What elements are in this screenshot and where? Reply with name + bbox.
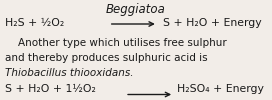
Text: Another type which utilises free sulphur: Another type which utilises free sulphur — [5, 38, 227, 48]
Text: and thereby produces sulphuric acid is: and thereby produces sulphuric acid is — [5, 53, 208, 63]
Text: Thiobacillus thiooxidans.: Thiobacillus thiooxidans. — [5, 68, 134, 78]
Text: Beggiatoa: Beggiatoa — [106, 3, 166, 16]
Text: S + H₂O + 1½O₂: S + H₂O + 1½O₂ — [5, 84, 96, 94]
Text: H₂S + ½O₂: H₂S + ½O₂ — [5, 18, 65, 28]
Text: H₂SO₄ + Energy: H₂SO₄ + Energy — [177, 84, 264, 94]
Text: S + H₂O + Energy: S + H₂O + Energy — [163, 18, 262, 28]
